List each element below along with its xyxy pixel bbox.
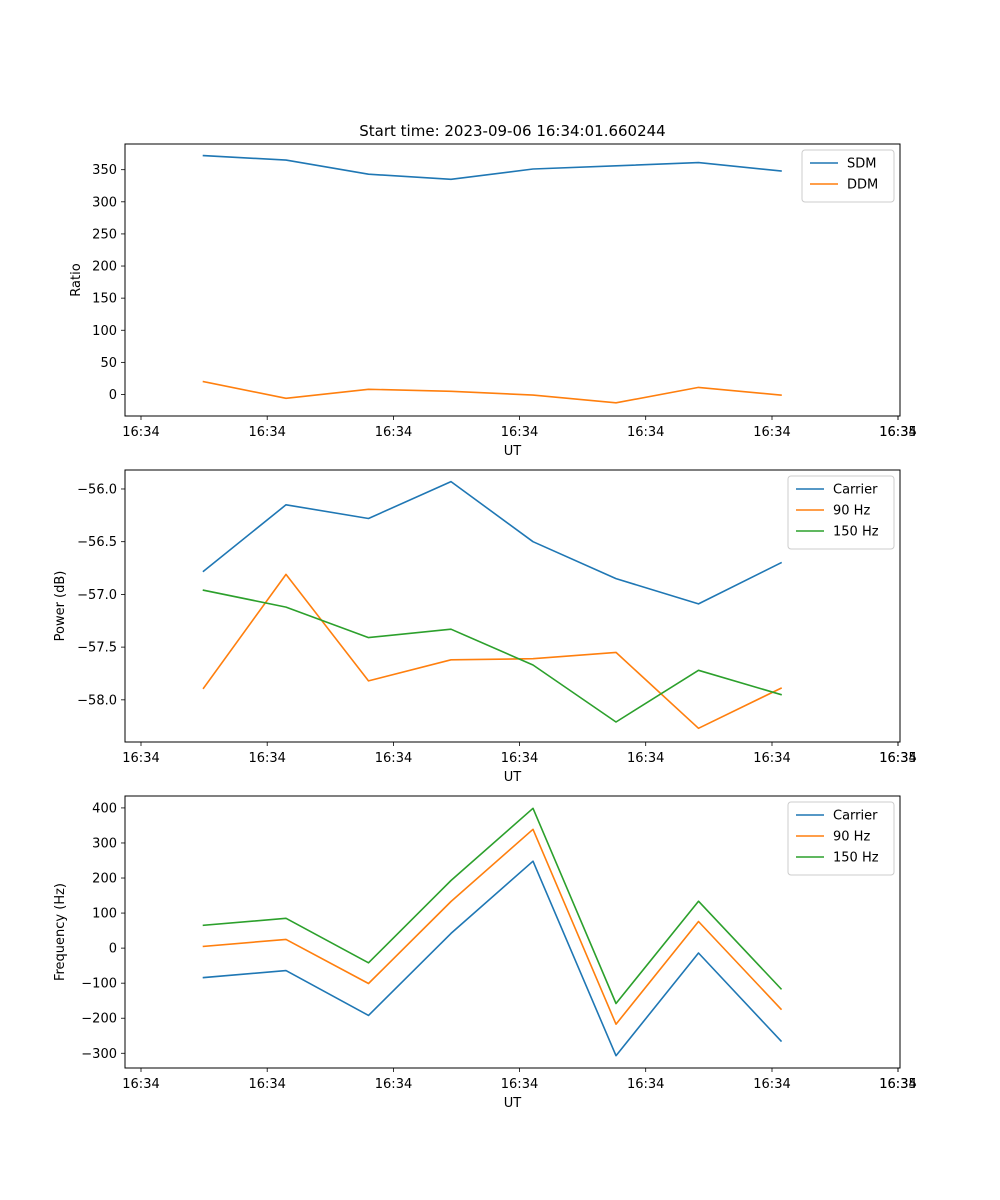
legend: Carrier 90 Hz 150 Hz xyxy=(787,475,895,550)
axes-frame xyxy=(124,795,901,1069)
x-tick-label: 16:34 xyxy=(248,1077,285,1092)
series-line-carrier xyxy=(202,480,783,605)
x-tick-label: 16:34 xyxy=(879,1077,916,1092)
legend-entry: Carrier xyxy=(833,809,878,824)
series-line-sdm xyxy=(202,154,782,181)
legend-entry: DDM xyxy=(847,178,878,193)
y-axis-label: Ratio xyxy=(69,263,84,296)
series-line-90-hz xyxy=(202,573,783,730)
x-tick-label: 16:34 xyxy=(627,751,664,766)
x-tick-label: 16:35 xyxy=(879,751,916,766)
x-tick-label: 16:34 xyxy=(753,751,790,766)
legend: Carrier 90 Hz 150 Hz xyxy=(787,801,895,876)
y-tick-label: −56.5 xyxy=(77,535,117,550)
y-tick-label: 300 xyxy=(92,195,117,210)
y-tick-label: 150 xyxy=(92,292,117,307)
y-tick-label: 350 xyxy=(92,163,117,178)
legend: SDM DDM xyxy=(801,149,895,203)
chart-panel-1: Start time: 2023-09-06 16:34:01.660244 16… xyxy=(69,122,917,459)
x-axis-label: UT xyxy=(504,1096,522,1111)
y-tick-label: 100 xyxy=(92,324,117,339)
axes-frame xyxy=(124,469,901,743)
y-tick-label: 50 xyxy=(100,356,117,371)
chart-title: Start time: 2023-09-06 16:34:01.660244 xyxy=(359,122,665,140)
y-tick-label: −56.0 xyxy=(77,482,117,497)
legend-entry: 150 Hz xyxy=(833,525,879,540)
x-tick-label: 16:34 xyxy=(122,1077,159,1092)
x-tick-label: 16:34 xyxy=(248,425,285,440)
series-line-90-hz xyxy=(202,828,783,1025)
legend-entry: SDM xyxy=(847,157,876,172)
y-tick-label: 300 xyxy=(92,836,117,851)
y-axis-label: Frequency (Hz) xyxy=(53,883,68,981)
legend-entry: 150 Hz xyxy=(833,851,879,866)
series-line-ddm xyxy=(202,380,782,404)
x-tick-label: 16:34 xyxy=(122,425,159,440)
legend-entry: 90 Hz xyxy=(833,830,870,845)
y-tick-label: 400 xyxy=(92,801,117,816)
x-tick-label: 16:34 xyxy=(753,1077,790,1092)
x-tick-label: 16:34 xyxy=(375,1077,412,1092)
x-tick-label: 16:35 xyxy=(879,1077,916,1092)
x-tick-label: 16:34 xyxy=(753,425,790,440)
x-tick-label: 16:34 xyxy=(627,1077,664,1092)
x-tick-label: 16:34 xyxy=(501,751,538,766)
y-tick-label: −57.5 xyxy=(77,641,117,656)
legend-entry: 90 Hz xyxy=(833,504,870,519)
x-tick-label: 16:34 xyxy=(879,425,916,440)
x-tick-label: 16:34 xyxy=(501,1077,538,1092)
chart-panel-2: 16:34 16:34 16:34 16:34 16:34 16:34 16:3416:35… xyxy=(53,469,917,785)
x-tick-label: 16:34 xyxy=(879,751,916,766)
x-tick-label: 16:34 xyxy=(375,425,412,440)
y-tick-label: −57.0 xyxy=(77,588,117,603)
y-axis-label: Power (dB) xyxy=(53,571,68,642)
x-tick-label: 16:34 xyxy=(375,751,412,766)
series-line-150-hz xyxy=(202,807,783,1005)
y-tick-label: −58.0 xyxy=(77,693,117,708)
axes-frame xyxy=(124,143,901,417)
y-tick-label: −300 xyxy=(81,1047,117,1062)
y-tick-label: −100 xyxy=(81,977,117,992)
x-tick-label: 16:34 xyxy=(122,751,159,766)
y-tick-label: 200 xyxy=(92,260,117,275)
legend-entry: Carrier xyxy=(833,483,878,498)
x-tick-label: 16:34 xyxy=(501,425,538,440)
y-tick-label: 100 xyxy=(92,907,117,922)
x-axis-label: UT xyxy=(504,444,522,459)
x-tick-label: 16:35 xyxy=(879,425,916,440)
y-tick-label: −200 xyxy=(81,1012,117,1027)
y-tick-label: 200 xyxy=(92,872,117,887)
series-line-carrier xyxy=(202,860,783,1057)
x-axis-label: UT xyxy=(504,770,522,785)
series-line-150-hz xyxy=(202,589,782,723)
x-tick-label: 16:34 xyxy=(248,751,285,766)
chart-panel-3: 16:34 16:34 16:34 16:34 16:34 16:34 16:3416:35… xyxy=(53,795,917,1111)
x-tick-label: 16:34 xyxy=(627,425,664,440)
y-tick-label: 250 xyxy=(92,227,117,242)
y-tick-label: 0 xyxy=(109,942,117,957)
y-tick-label: 0 xyxy=(109,388,117,403)
